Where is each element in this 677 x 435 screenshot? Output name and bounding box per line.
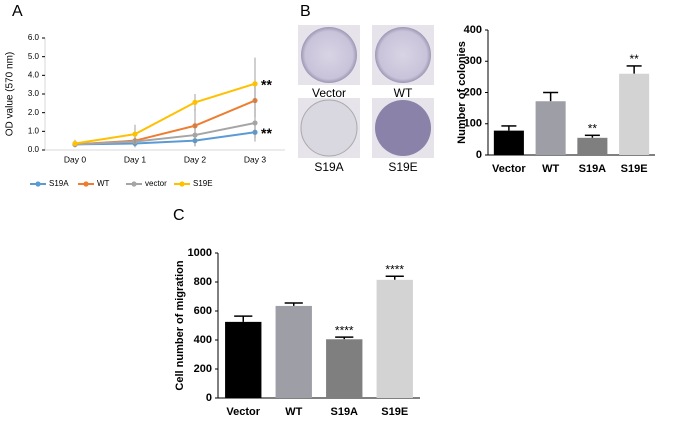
bar xyxy=(535,101,566,155)
panel-label: C xyxy=(173,207,185,224)
y-tick-label: 0 xyxy=(206,392,212,404)
y-tick-label: 4.0 xyxy=(28,70,40,79)
point xyxy=(192,132,198,138)
x-tick-label: WT xyxy=(285,406,302,418)
y-tick-label: 100 xyxy=(464,118,482,130)
panel-label: B xyxy=(300,3,311,20)
photo-label: WT xyxy=(394,86,413,100)
y-tick-label: 200 xyxy=(194,363,212,375)
y-tick-label: 800 xyxy=(194,276,212,288)
y-tick-label: 0.0 xyxy=(28,145,40,154)
y-tick-label: 300 xyxy=(464,55,482,67)
x-tick-label: Day 0 xyxy=(64,154,86,164)
bar xyxy=(493,130,524,155)
panel-label: A xyxy=(12,3,23,20)
colony-photos: Vector WT S19A S19E xyxy=(298,25,434,174)
y-tick-label: 400 xyxy=(464,24,482,36)
legend-label: S19A xyxy=(49,179,69,188)
legend-marker xyxy=(131,181,137,187)
legend-label: WT xyxy=(97,179,110,188)
x-tick-label: Day 3 xyxy=(244,154,266,164)
point xyxy=(192,99,198,105)
bar xyxy=(376,279,413,398)
y-axis-label: Cell number of migration xyxy=(174,260,186,390)
x-tick-label: S19A xyxy=(579,163,607,175)
significance: ** xyxy=(588,121,598,135)
y-tick-label: 6.0 xyxy=(28,33,40,42)
significance: ** xyxy=(261,76,272,92)
x-tick-label: S19A xyxy=(330,406,358,418)
point xyxy=(252,81,258,87)
y-tick-label: 600 xyxy=(194,305,212,317)
bar xyxy=(577,137,608,155)
y-tick-label: 5.0 xyxy=(28,52,40,61)
y-tick-label: 400 xyxy=(194,334,212,346)
y-tick-label: 1000 xyxy=(188,247,212,259)
y-tick-label: 2.0 xyxy=(28,108,40,117)
y-tick-label: 200 xyxy=(464,86,482,98)
x-tick-label: S19E xyxy=(381,406,408,418)
significance: ** xyxy=(629,52,639,66)
bar xyxy=(275,305,312,398)
x-tick-label: WT xyxy=(542,163,559,175)
y-tick-label: 3.0 xyxy=(28,89,40,98)
bar xyxy=(326,339,363,398)
x-tick-label: Vector xyxy=(226,406,260,418)
bar xyxy=(619,73,650,155)
significance: ** xyxy=(261,125,272,141)
significance: **** xyxy=(335,323,354,337)
series-line xyxy=(74,121,256,146)
legend-label: S19E xyxy=(193,179,213,188)
bar xyxy=(225,321,262,398)
point xyxy=(72,140,78,147)
dish xyxy=(300,99,358,157)
y-axis-label: OD value (570 nm) xyxy=(5,52,16,136)
dish xyxy=(375,100,431,156)
photo-label: Vector xyxy=(312,86,346,100)
y-tick-label: 0 xyxy=(476,149,482,161)
photo-label: S19A xyxy=(314,160,343,174)
legend-marker xyxy=(35,181,41,187)
x-tick-label: Day 1 xyxy=(124,154,146,164)
legend-marker xyxy=(179,181,185,187)
legend-marker xyxy=(83,181,89,187)
dish xyxy=(301,27,357,83)
dish xyxy=(375,27,431,83)
x-tick-label: Vector xyxy=(492,163,526,175)
x-tick-label: S19E xyxy=(621,163,648,175)
point xyxy=(132,131,138,137)
legend-label: vector xyxy=(145,179,167,188)
photo-label: S19E xyxy=(388,160,417,174)
significance: **** xyxy=(385,262,404,276)
x-tick-label: Day 2 xyxy=(184,154,206,164)
series-line xyxy=(74,82,256,145)
y-tick-label: 1.0 xyxy=(28,126,40,135)
y-axis-label: Number of colonies xyxy=(456,41,468,144)
point xyxy=(252,120,258,126)
